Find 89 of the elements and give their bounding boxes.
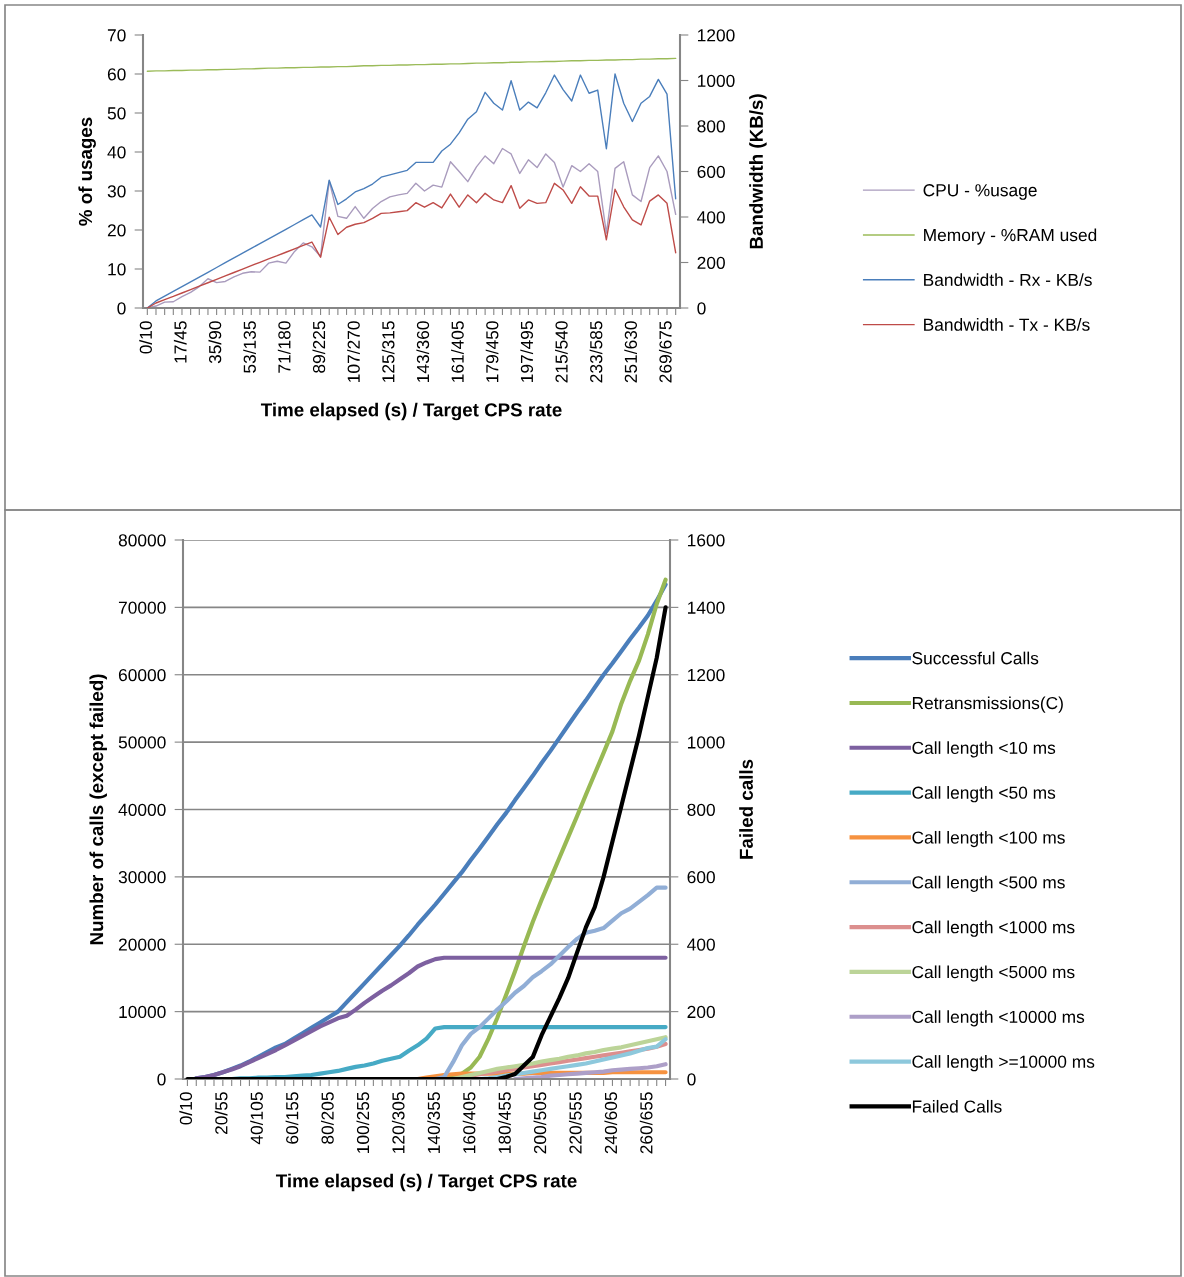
x-tick-label: 0/10 [179,1092,193,1125]
x-tick-label: 71/180 [277,321,291,373]
y2-tick-label: 1200 [697,29,735,42]
x-tick-label: 100/255 [356,1092,370,1153]
y-tick-label: 40000 [118,803,166,816]
x-tick-label: 60/155 [285,1092,299,1144]
y2-axis-title: Failed calls [739,759,753,859]
x-tick-label: 17/45 [173,321,187,363]
y-tick-label: 80000 [118,534,166,547]
x-tick-label: 125/315 [381,321,395,382]
x-axis-title: Time elapsed (s) / Target CPS rate [275,1173,577,1192]
y2-tick-label: 800 [687,803,715,816]
x-tick-label: 269/675 [658,321,672,383]
y-tick-label: 10 [108,263,126,276]
x-tick-label: 179/450 [485,321,499,382]
x-tick-label: 120/305 [391,1092,405,1153]
y-axis-title: Number of calls (except failed) [89,674,107,945]
x-tick-label: 89/225 [312,321,326,373]
y2-tick-label: 600 [687,871,715,884]
y-tick-label: 0 [157,1073,166,1086]
y2-tick-label: 400 [697,211,725,224]
x-tick-label: 180/455 [498,1092,511,1153]
line-series [194,955,668,1079]
y2-tick-label: 0 [687,1073,696,1086]
y2-tick-label: 600 [697,165,725,178]
x-tick-label: 140/355 [427,1092,441,1153]
x-tick-label: 215/540 [554,321,568,383]
legend-label: Bandwidth - Rx - KB/s [924,273,1092,287]
x-tick-label: 220/555 [568,1092,582,1154]
y-tick-label: 0 [117,302,126,315]
y-tick-label: 20 [107,224,126,237]
x-tick-label: 260/655 [639,1092,653,1154]
y2-tick-label: 1000 [697,74,735,87]
y-tick-label: 20000 [118,938,166,951]
x-tick-label: 233/585 [589,321,603,383]
y2-tick-label: 1600 [687,534,725,547]
x-tick-label: 20/55 [214,1092,228,1135]
legend-label: Call length <1000 ms [912,920,1075,937]
x-axis-title: Time elapsed (s) / Target CPS rate [260,402,562,421]
line-series [146,182,677,308]
x-tick-label: 161/405 [451,321,464,382]
legend-label: Bandwidth - Tx - KB/s [924,318,1090,331]
x-tick-label: 107/270 [347,321,360,382]
x-tick-label: 160/405 [462,1092,476,1153]
legend-label: Call length <5000 ms [912,965,1075,982]
y2-tick-label: 400 [687,938,715,951]
legend-label: Call length >=10000 ms [912,1055,1095,1072]
x-tick-label: 80/205 [321,1092,334,1144]
y-tick-label: 70 [107,29,126,42]
legend-label: Call length <100 ms [912,830,1065,848]
y2-tick-label: 0 [697,302,706,315]
y-tick-label: 60 [107,68,126,81]
y2-axis-title: Bandwidth (KB/s) [749,94,767,249]
x-tick-label: 240/605 [604,1092,618,1154]
x-tick-label: 40/105 [250,1092,263,1145]
x-tick-label: 53/135 [243,321,256,373]
legend-label: Call length <10000 ms [912,1010,1085,1027]
line-series [146,73,677,308]
legend-label: Successful Calls [912,651,1039,665]
y-tick-label: 30000 [118,871,166,884]
x-tick-label: 0/10 [139,321,152,354]
y-tick-label: 50000 [118,736,166,749]
y2-tick-label: 1000 [687,736,725,749]
y-tick-label: 30 [107,185,126,198]
legend-label: Failed Calls [912,1099,1002,1113]
y-tick-label: 50 [107,107,126,120]
line-series [512,1062,668,1079]
legend-label: Retransmissions(C) [912,696,1063,713]
y2-tick-label: 1200 [687,668,725,682]
y2-tick-label: 800 [697,120,725,133]
x-tick-label: 143/360 [416,321,430,382]
legend-label: Call length <10 ms [912,741,1056,758]
x-tick-label: 197/495 [520,321,534,382]
x-tick-label: 200/505 [533,1092,547,1154]
line-series [146,57,677,72]
y-tick-label: 60000 [118,668,166,682]
legend-label: CPU - %usage [923,184,1037,200]
y2-tick-label: 200 [687,1005,715,1019]
y-tick-label: 10000 [119,1005,166,1019]
x-tick-label: 35/90 [208,321,222,364]
legend-label: Memory - %RAM used [924,228,1097,245]
y-tick-label: 70000 [118,601,166,614]
y2-tick-label: 1400 [687,601,725,614]
y-tick-label: 40 [107,146,126,159]
y2-tick-label: 200 [697,256,725,269]
legend-label: Call length <500 ms [912,875,1065,892]
legend-label: Call length <50 ms [912,786,1056,803]
x-tick-label: 251/630 [624,321,638,383]
y-axis-title: % of usages [78,117,96,226]
